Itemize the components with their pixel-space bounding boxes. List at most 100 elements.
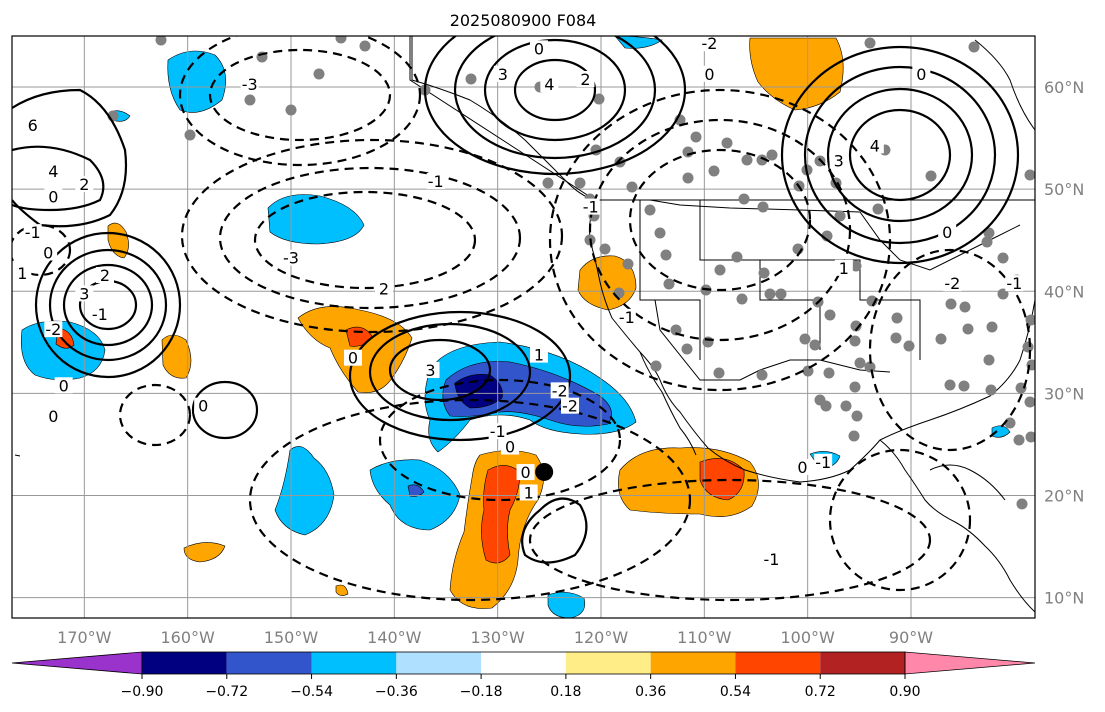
station-dot xyxy=(663,278,675,290)
station-dot xyxy=(626,181,638,193)
station-dot xyxy=(823,367,835,379)
contour-label-bg xyxy=(23,224,42,241)
station-dot xyxy=(850,320,862,332)
station-dot xyxy=(1025,314,1035,326)
contour-label-bg xyxy=(1005,275,1024,292)
contour-label-bg xyxy=(700,65,719,82)
contour-label: 1 xyxy=(524,483,534,502)
contour-label-bg xyxy=(344,349,362,366)
station-dot xyxy=(981,236,993,248)
station-dot xyxy=(925,170,937,182)
station-dot xyxy=(983,354,995,366)
contour-label-bg xyxy=(576,70,595,87)
station-dot xyxy=(903,340,915,352)
contour-label: -2 xyxy=(702,34,718,53)
contour-label: -1 xyxy=(25,223,41,242)
station-dot xyxy=(654,227,666,239)
station-dot xyxy=(708,165,720,177)
station-dot xyxy=(285,104,297,116)
anomaly-negative-region xyxy=(991,425,1011,438)
anomaly-negative-region xyxy=(407,484,425,497)
colorbar-tick-label: −0.54 xyxy=(290,684,333,700)
contour-label-bg xyxy=(240,76,259,93)
y-tick-label: 20°N xyxy=(1044,486,1084,505)
station-dot xyxy=(814,394,826,406)
anomaly-negative-region xyxy=(267,194,365,245)
colorbar-tick-label: −0.18 xyxy=(460,684,503,700)
anomaly-negative-region xyxy=(547,591,585,618)
x-tick-label: 170°W xyxy=(57,628,112,647)
station-markers xyxy=(107,36,1035,510)
station-dot xyxy=(962,323,974,335)
contour-label: -1 xyxy=(92,305,108,324)
contour-label-bg xyxy=(90,305,109,322)
contour-label: 0 xyxy=(198,397,208,416)
colorbar-bin xyxy=(650,652,736,674)
contour-label: 0 xyxy=(48,407,58,426)
contour-label: -1 xyxy=(1006,274,1022,293)
contour-label-bg xyxy=(938,224,957,241)
colorbar: −0.90 −0.72 −0.54 −0.36 −0.18 0.18 0.36 0.54 0.7… xyxy=(11,651,1036,700)
station-dot xyxy=(650,360,662,372)
station-dot xyxy=(809,339,821,351)
colorbar-extend-high xyxy=(904,651,1036,675)
contour-label: 1 xyxy=(534,346,544,365)
contour-label: 2 xyxy=(580,70,590,89)
colorbar-bin xyxy=(735,652,821,674)
colorbar-bin xyxy=(820,652,905,674)
contour-label-bg xyxy=(617,308,636,325)
x-tick-label: 150°W xyxy=(264,628,319,647)
y-tick-label: 60°N xyxy=(1044,78,1084,97)
station-dot xyxy=(849,335,861,347)
station-dot xyxy=(757,201,769,213)
station-dot xyxy=(465,73,477,85)
station-dot xyxy=(872,203,884,215)
contour-label-bg xyxy=(75,285,94,302)
station-dot xyxy=(802,365,814,377)
contour-label: -1 xyxy=(583,198,599,217)
x-tick-label: 130°W xyxy=(470,628,525,647)
contour-label: -3 xyxy=(283,249,299,268)
station-dot xyxy=(1022,341,1034,353)
station-dot xyxy=(864,37,876,49)
colorbar-bin xyxy=(142,652,227,674)
contour-label: 0 xyxy=(59,376,69,395)
station-dot xyxy=(997,288,1009,300)
station-dot xyxy=(713,367,725,379)
contour-label-bg xyxy=(39,244,58,261)
station-dot xyxy=(985,384,997,396)
x-tick-label: 90°W xyxy=(889,628,933,647)
station-dot xyxy=(824,309,836,321)
x-tick-label: 160°W xyxy=(160,628,215,647)
contour-label: 2 xyxy=(100,266,110,285)
contour-label: -2 xyxy=(552,381,568,400)
station-dot xyxy=(997,252,1009,264)
colorbar-tick-label: 0.36 xyxy=(635,684,666,700)
station-dot xyxy=(775,288,787,300)
contour-label-bg xyxy=(44,188,63,205)
contour-label: 0 xyxy=(534,39,544,58)
contour-positive xyxy=(12,36,1020,564)
station-dot xyxy=(613,287,625,299)
contour-label-bg xyxy=(519,484,538,501)
anomaly-negative-region xyxy=(167,50,227,113)
contour-label: 3 xyxy=(425,361,435,380)
contour-label: 1 xyxy=(839,259,849,278)
colorbar-tick-label: −0.90 xyxy=(121,684,164,700)
x-tick-label: 100°W xyxy=(780,628,835,647)
station-dot xyxy=(758,267,770,279)
anomaly-negative-region xyxy=(274,446,335,536)
station-dot xyxy=(622,258,634,270)
contour-label-bg xyxy=(54,377,73,394)
colorbar-frame xyxy=(141,651,906,675)
station-dot xyxy=(756,369,768,381)
station-dot xyxy=(850,260,862,272)
station-dot xyxy=(681,343,693,355)
colorbar-bin xyxy=(396,652,482,674)
colorbar-bin xyxy=(311,652,397,674)
map-panel: 6420-11023-1-2000-3-1-32031-2-1001-2-123… xyxy=(12,34,1035,618)
station-dot xyxy=(935,333,947,345)
colorbar-extend-low xyxy=(11,651,143,675)
station-dot xyxy=(702,336,714,348)
x-tick-label: 110°W xyxy=(677,628,732,647)
